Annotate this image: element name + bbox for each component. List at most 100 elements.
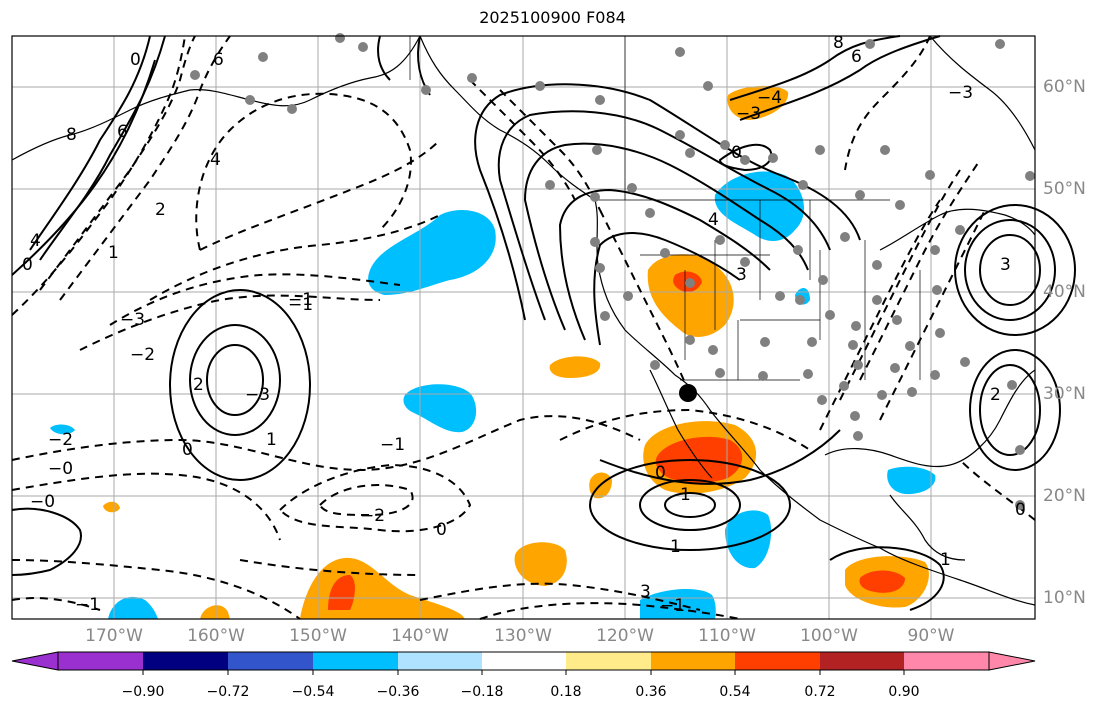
colorbar-tick-label: −0.18	[460, 684, 504, 700]
lon-label: 90°W	[907, 626, 955, 646]
contour-label: −1	[660, 596, 685, 616]
lon-label: 160°W	[187, 626, 245, 646]
contour-label: −0	[48, 459, 73, 479]
contour-label: −1	[75, 595, 100, 615]
colorbar-tick-label: −0.54	[291, 684, 335, 700]
blue-anomaly-mexico	[725, 510, 772, 569]
blue-anomaly-pacific	[368, 210, 496, 295]
contour-label: −1	[288, 295, 313, 315]
colorbar-tick-label: 0.36	[635, 684, 667, 700]
contour-label: −3	[120, 310, 145, 330]
contour-label: −2	[360, 506, 385, 526]
colorbar-segment	[398, 652, 482, 670]
orange-anomaly-rockies	[647, 254, 734, 337]
orange-anomaly-sw	[200, 605, 230, 619]
contour-label: −3	[948, 83, 973, 103]
contour-label: 1	[680, 485, 691, 505]
contour-label: 4	[708, 210, 719, 230]
contour-label: 0	[130, 50, 141, 70]
lon-label: 140°W	[391, 626, 449, 646]
contour-label: 8	[833, 33, 844, 53]
anomaly-shading	[50, 85, 936, 619]
contour-label: −0	[30, 492, 55, 512]
blue-anomaly-south	[640, 588, 716, 619]
blue-anomaly-gulf	[887, 466, 936, 495]
contour-label: 2	[990, 385, 1001, 405]
lat-label: 30°N	[1043, 384, 1086, 404]
colorbar-tick-label: −0.72	[206, 684, 250, 700]
colorbar-tick-label: 0.18	[550, 684, 582, 700]
contour-label-group: 0 6 8 6 4 2 1 0 −3 −1 −2 −3 −2 −1 −0 −0 …	[22, 33, 1026, 616]
colorbar-segment	[820, 652, 904, 670]
lon-label: 100°W	[800, 626, 858, 646]
colorbar-segment	[482, 652, 566, 670]
colorbar-segment	[735, 652, 820, 670]
orange-anomaly-west	[103, 501, 120, 513]
colorbar-segment	[228, 652, 313, 670]
contour-label: 4	[30, 231, 41, 251]
contour-label: −3	[245, 385, 270, 405]
contour-label: 6	[117, 122, 128, 142]
contour-label: 2	[193, 375, 204, 395]
contour-label: 1	[266, 430, 277, 450]
contour-label: 0	[182, 440, 193, 460]
contour-label: −4	[757, 88, 782, 108]
contour-label: 1	[670, 537, 681, 557]
colorbar-tick-label: 0.72	[804, 684, 836, 700]
red-anomaly-east-pac	[859, 570, 905, 593]
contour-label: 0	[731, 143, 742, 163]
lat-label: 40°N	[1043, 282, 1086, 302]
lon-label: 120°W	[596, 626, 654, 646]
colorbar-tick-label: 0.90	[888, 684, 920, 700]
contour-label: 0	[22, 255, 33, 275]
colorbar-extend-high	[988, 651, 1036, 671]
lat-label: 10°N	[1043, 588, 1086, 608]
dashed-contours	[11, 35, 1036, 620]
orange-anomaly-south	[514, 542, 567, 586]
contour-label: −3	[736, 104, 761, 124]
contour-label: −1	[288, 290, 313, 310]
contour-label: 1	[108, 243, 119, 263]
contour-label: −2	[130, 345, 155, 365]
station-dots	[190, 33, 1035, 510]
colorbar-segment	[313, 652, 398, 670]
lon-label: 150°W	[289, 626, 347, 646]
contour-label: 6	[851, 47, 862, 67]
colorbar-segment	[143, 652, 228, 670]
blue-anomaly-small-west	[50, 424, 75, 435]
contour-label: 3	[1000, 255, 1011, 275]
colorbar-tick-label: 0.54	[719, 684, 751, 700]
contour-label: 0	[1015, 500, 1026, 520]
blue-anomaly-pacific-south	[403, 384, 477, 433]
orange-anomaly-canada	[727, 85, 789, 120]
map-frame	[11, 35, 1036, 620]
colorbar	[11, 651, 1036, 675]
contour-label: −1	[380, 435, 405, 455]
solid-contours	[11, 35, 1076, 611]
contour-label: 1	[940, 550, 951, 570]
contour-label: 6	[213, 50, 224, 70]
lat-label: 50°N	[1043, 179, 1086, 199]
lat-label: 20°N	[1043, 486, 1086, 506]
lat-label: 60°N	[1043, 77, 1086, 97]
contour-label: 0	[655, 463, 666, 483]
lat-lon-grid	[12, 36, 1035, 619]
contour-label: 3	[640, 582, 651, 602]
contour-label: 8	[66, 125, 77, 145]
colorbar-extend-low	[11, 651, 59, 671]
contour-label: 4	[210, 150, 221, 170]
colorbar-tick-label: −0.36	[376, 684, 420, 700]
colorbar-segment	[58, 652, 143, 670]
contour-label: 0	[436, 520, 447, 540]
blue-anomaly-sw	[108, 596, 158, 619]
colorbar-tick-label: −0.90	[121, 684, 165, 700]
colorbar-segment	[651, 652, 735, 670]
contour-label: 2	[155, 200, 166, 220]
lon-label: 130°W	[494, 626, 552, 646]
station-marker-highlight	[679, 384, 697, 402]
red-anomaly-southpac	[328, 575, 355, 610]
contour-label: 3	[736, 265, 747, 285]
colorbar-segment	[904, 652, 989, 670]
orange-anomaly-baja	[549, 356, 601, 378]
